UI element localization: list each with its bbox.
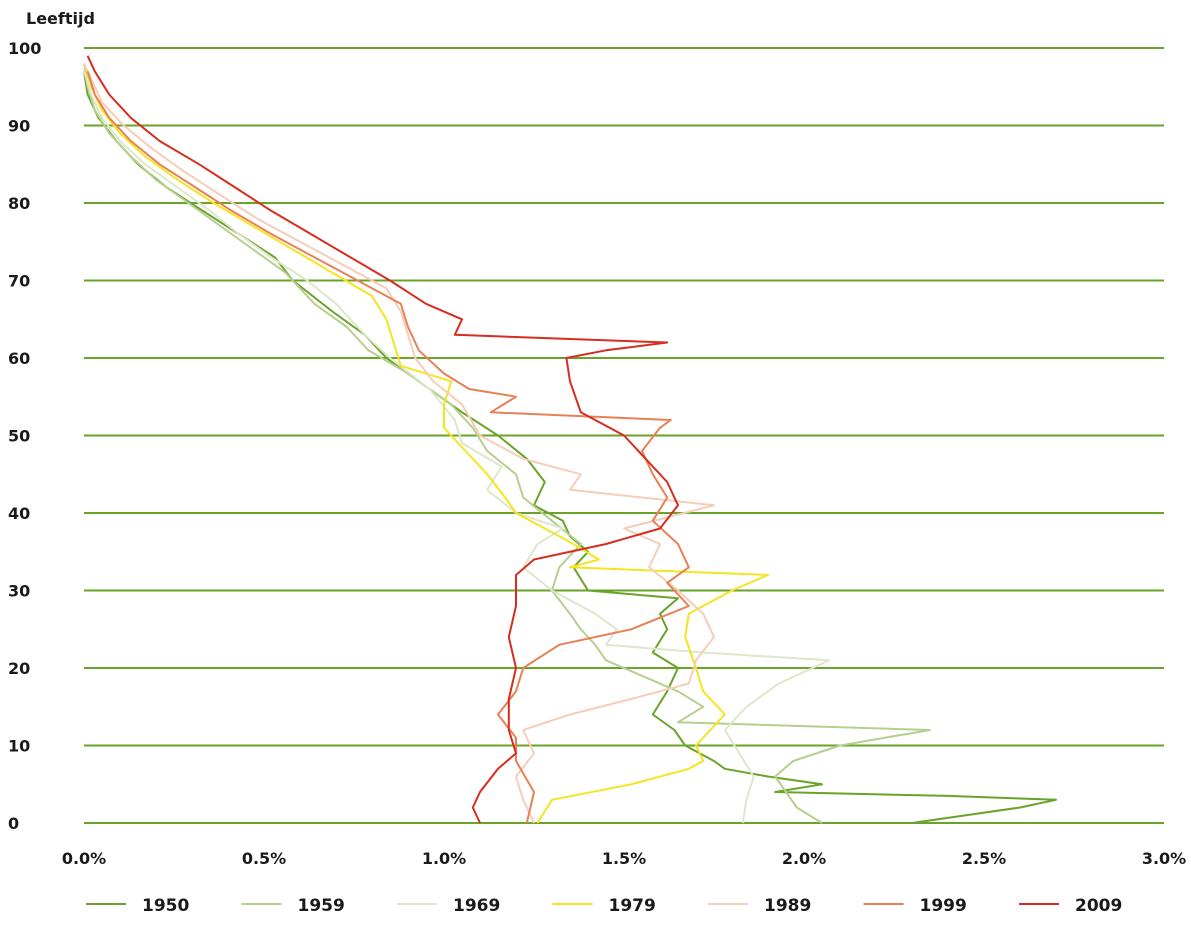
y-tick-label: 50 xyxy=(8,427,30,446)
y-tick-label: 80 xyxy=(8,194,30,213)
legend-label: 1979 xyxy=(609,896,656,916)
legend-label: 1950 xyxy=(142,896,189,916)
y-tick-label: 10 xyxy=(8,737,30,756)
series-lines xyxy=(83,55,1057,824)
legend-item-1979: 1979 xyxy=(552,896,656,916)
y-tick-label: 30 xyxy=(8,582,30,601)
legend-item-1969: 1969 xyxy=(397,896,500,916)
legend-label: 1999 xyxy=(920,896,967,916)
series-line-2009 xyxy=(86,55,679,824)
x-tick-label: 3.0% xyxy=(1142,849,1186,868)
y-tick-label: 40 xyxy=(8,504,30,523)
x-tick-label: 0.5% xyxy=(242,849,286,868)
x-tick-label: 2.0% xyxy=(782,849,826,868)
series-line-1989 xyxy=(83,63,715,824)
legend-item-1950: 1950 xyxy=(86,896,189,916)
legend-label: 2009 xyxy=(1075,896,1122,916)
legend-label: 1989 xyxy=(764,896,811,916)
y-tick-label: 100 xyxy=(8,39,41,58)
legend: 1950 1959 1969 1979 1989 1999 2009 xyxy=(86,896,1122,916)
y-axis-ticks: 0 10 20 30 40 50 60 70 80 90 100 xyxy=(8,39,41,833)
x-tick-label: 1.0% xyxy=(422,849,466,868)
series-line-1959 xyxy=(83,63,931,824)
x-tick-label: 1.5% xyxy=(602,849,646,868)
y-tick-label: 20 xyxy=(8,659,30,678)
legend-item-1999: 1999 xyxy=(863,896,967,916)
y-tick-label: 60 xyxy=(8,349,30,368)
x-tick-label: 0.0% xyxy=(62,849,106,868)
y-tick-label: 70 xyxy=(8,272,30,291)
legend-label: 1969 xyxy=(453,896,500,916)
x-axis-ticks: 0.0% 0.5% 1.0% 1.5% 2.0% 2.5% 3.0% xyxy=(62,849,1186,868)
x-tick-label: 2.5% xyxy=(962,849,1006,868)
legend-item-2009: 2009 xyxy=(1019,896,1122,916)
y-tick-label: 90 xyxy=(8,117,30,136)
legend-item-1989: 1989 xyxy=(708,896,811,916)
legend-label: 1959 xyxy=(298,896,345,916)
series-line-1999 xyxy=(86,71,690,824)
legend-item-1959: 1959 xyxy=(241,896,345,916)
series-line-1979 xyxy=(83,63,769,824)
y-tick-label: 0 xyxy=(8,814,19,833)
y-axis-label: Leeftijd xyxy=(26,9,95,28)
series-line-1969 xyxy=(83,71,831,824)
